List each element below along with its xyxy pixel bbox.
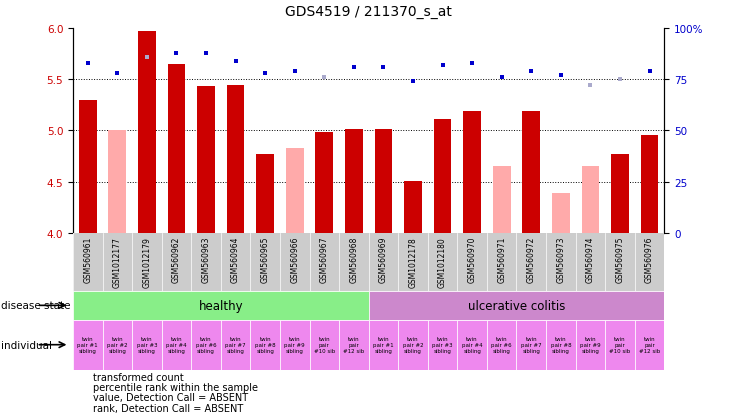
- Bar: [191, 320, 221, 370]
- Bar: [641, 135, 658, 233]
- Bar: [458, 320, 487, 370]
- Bar: [552, 193, 569, 233]
- Bar: [523, 112, 540, 233]
- Text: twin
pair
#12 sib: twin pair #12 sib: [639, 337, 660, 353]
- Text: twin
pair
#10 sib: twin pair #10 sib: [314, 337, 335, 353]
- Bar: [73, 233, 664, 291]
- Text: twin
pair #1
sibling: twin pair #1 sibling: [373, 337, 393, 353]
- Text: twin
pair #2
sibling: twin pair #2 sibling: [403, 337, 423, 353]
- Text: twin
pair #8
sibling: twin pair #8 sibling: [550, 337, 571, 353]
- Bar: [227, 86, 245, 233]
- Bar: [611, 154, 629, 233]
- Text: GSM560966: GSM560966: [291, 236, 299, 282]
- Text: GSM560973: GSM560973: [556, 236, 565, 282]
- Text: GSM560975: GSM560975: [615, 236, 624, 282]
- Bar: [345, 130, 363, 233]
- Bar: [102, 320, 132, 370]
- Bar: [286, 149, 304, 233]
- Text: twin
pair #3
sibling: twin pair #3 sibling: [432, 337, 453, 353]
- Text: twin
pair #9
sibling: twin pair #9 sibling: [285, 337, 305, 353]
- Text: GSM560964: GSM560964: [231, 236, 240, 282]
- Text: GSM1012179: GSM1012179: [142, 236, 151, 287]
- Bar: [605, 320, 635, 370]
- Text: value, Detection Call = ABSENT: value, Detection Call = ABSENT: [93, 392, 248, 403]
- Text: GSM560970: GSM560970: [468, 236, 477, 282]
- Bar: [310, 320, 339, 370]
- Bar: [73, 291, 369, 320]
- Text: GSM560965: GSM560965: [261, 236, 269, 282]
- Text: GSM560969: GSM560969: [379, 236, 388, 282]
- Bar: [132, 320, 162, 370]
- Text: percentile rank within the sample: percentile rank within the sample: [93, 382, 258, 392]
- Bar: [315, 133, 333, 233]
- Text: GSM560972: GSM560972: [527, 236, 536, 282]
- Text: GSM1012177: GSM1012177: [113, 236, 122, 287]
- Text: twin
pair #7
sibling: twin pair #7 sibling: [521, 337, 542, 353]
- Bar: [428, 320, 458, 370]
- Text: transformed count: transformed count: [93, 372, 184, 382]
- Bar: [464, 112, 481, 233]
- Bar: [197, 87, 215, 233]
- Bar: [369, 291, 664, 320]
- Bar: [138, 32, 155, 233]
- Bar: [369, 320, 399, 370]
- Text: twin
pair #6
sibling: twin pair #6 sibling: [491, 337, 512, 353]
- Bar: [517, 320, 546, 370]
- Bar: [168, 65, 185, 233]
- Text: GSM560963: GSM560963: [201, 236, 210, 282]
- Text: GSM560962: GSM560962: [172, 236, 181, 282]
- Bar: [374, 130, 392, 233]
- Text: GSM560976: GSM560976: [645, 236, 654, 282]
- Bar: [256, 154, 274, 233]
- Bar: [635, 320, 664, 370]
- Bar: [487, 320, 517, 370]
- Text: twin
pair #3
sibling: twin pair #3 sibling: [137, 337, 157, 353]
- Bar: [404, 181, 422, 233]
- Bar: [109, 131, 126, 233]
- Text: GSM560974: GSM560974: [586, 236, 595, 282]
- Bar: [162, 320, 191, 370]
- Text: twin
pair #2
sibling: twin pair #2 sibling: [107, 337, 128, 353]
- Bar: [434, 120, 451, 233]
- Bar: [493, 167, 510, 233]
- Bar: [546, 320, 576, 370]
- Text: twin
pair
#12 sib: twin pair #12 sib: [343, 337, 364, 353]
- Bar: [73, 320, 102, 370]
- Bar: [250, 320, 280, 370]
- Text: GSM560968: GSM560968: [350, 236, 358, 282]
- Bar: [399, 320, 428, 370]
- Text: GSM1012180: GSM1012180: [438, 236, 447, 287]
- Text: twin
pair #6
sibling: twin pair #6 sibling: [196, 337, 216, 353]
- Bar: [339, 320, 369, 370]
- Text: GSM560961: GSM560961: [83, 236, 92, 282]
- Text: healthy: healthy: [199, 299, 243, 312]
- Bar: [221, 320, 250, 370]
- Bar: [575, 320, 605, 370]
- Text: GSM560967: GSM560967: [320, 236, 328, 282]
- Bar: [582, 167, 599, 233]
- Text: disease state: disease state: [1, 301, 70, 311]
- Text: twin
pair #4
sibling: twin pair #4 sibling: [462, 337, 483, 353]
- Bar: [280, 320, 310, 370]
- Text: rank, Detection Call = ABSENT: rank, Detection Call = ABSENT: [93, 403, 244, 413]
- Text: twin
pair #1
sibling: twin pair #1 sibling: [77, 337, 98, 353]
- Text: twin
pair #4
sibling: twin pair #4 sibling: [166, 337, 187, 353]
- Text: twin
pair #9
sibling: twin pair #9 sibling: [580, 337, 601, 353]
- Text: twin
pair #8
sibling: twin pair #8 sibling: [255, 337, 275, 353]
- Text: individual: individual: [1, 340, 52, 350]
- Text: GSM560971: GSM560971: [497, 236, 506, 282]
- Bar: [79, 100, 96, 233]
- Text: twin
pair
#10 sib: twin pair #10 sib: [610, 337, 631, 353]
- Text: twin
pair #7
sibling: twin pair #7 sibling: [226, 337, 246, 353]
- Text: ulcerative colitis: ulcerative colitis: [468, 299, 565, 312]
- Text: GSM1012178: GSM1012178: [409, 236, 418, 287]
- Text: GDS4519 / 211370_s_at: GDS4519 / 211370_s_at: [285, 5, 452, 19]
